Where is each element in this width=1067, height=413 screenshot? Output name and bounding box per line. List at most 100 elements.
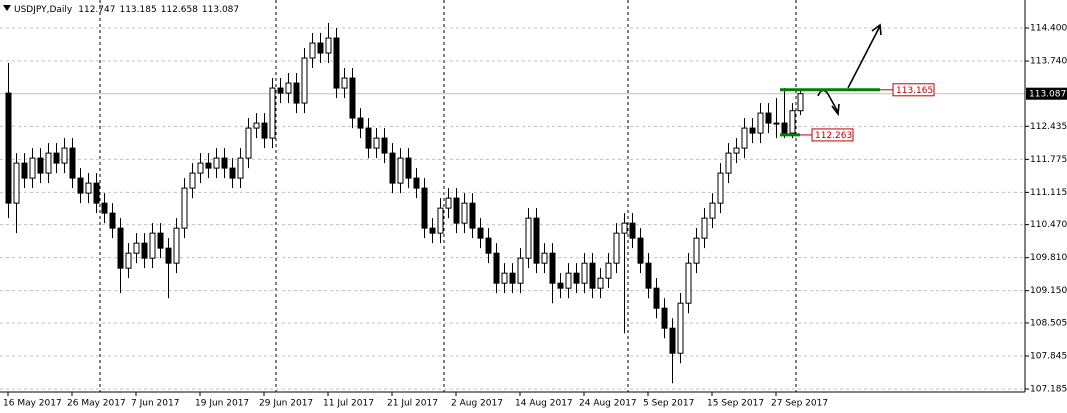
header-high: 113.185 <box>119 5 156 15</box>
candle-body <box>53 152 60 164</box>
candle-body <box>301 57 308 104</box>
candle-body <box>581 262 588 284</box>
candle-body <box>717 172 724 204</box>
x-tick-label: 26 May 2017 <box>67 399 126 409</box>
y-tick-label: 111.115 <box>1030 188 1067 198</box>
candle-body <box>725 152 732 174</box>
candle-body <box>477 227 484 239</box>
candle-body <box>277 87 284 94</box>
candle-body <box>781 122 788 134</box>
candle-body <box>765 112 772 124</box>
candle-body <box>533 217 540 264</box>
candle-body <box>677 302 684 354</box>
y-tick-label: 109.810 <box>1030 253 1067 263</box>
candle-body <box>669 327 676 354</box>
symbol: USDJPY,Daily <box>14 5 73 15</box>
x-tick-label: 15 Sep 2017 <box>707 399 764 409</box>
candle-body <box>229 167 236 179</box>
x-tick-label: 29 Jun 2017 <box>259 399 313 409</box>
price-label: 113.087 <box>1029 90 1066 100</box>
level-label: 113.165 <box>896 86 933 96</box>
candle-body <box>637 237 644 264</box>
candle-body <box>21 162 28 179</box>
candle-body <box>605 262 612 279</box>
candle-body <box>741 127 748 149</box>
arrow-head <box>831 103 840 117</box>
level-label: 112.263 <box>815 131 852 141</box>
candle-body <box>157 232 164 249</box>
candle-body <box>413 177 420 189</box>
x-tick-label: 7 Jun 2017 <box>131 399 179 409</box>
candle-body <box>365 127 372 149</box>
candle-body <box>373 137 380 149</box>
candle-body <box>589 262 596 289</box>
candle-body <box>501 272 508 284</box>
vertical-grid <box>99 0 797 392</box>
candle-body <box>421 187 428 229</box>
candle-body <box>13 162 20 204</box>
arrow-head <box>871 23 882 36</box>
candle-body <box>181 187 188 229</box>
candle-body <box>189 172 196 189</box>
candle-body <box>173 227 180 264</box>
candle-body <box>397 157 404 184</box>
candle-body <box>141 242 148 259</box>
candle-body <box>341 77 348 89</box>
candle-body <box>45 152 52 174</box>
candle-body <box>573 272 580 284</box>
y-tick-label: 111.775 <box>1030 155 1067 165</box>
chart-header: USDJPY,Daily 112.747 113.185 112.658 113.087 <box>14 5 239 15</box>
candle-body <box>125 252 132 269</box>
candle-body <box>557 282 564 289</box>
candle-body <box>429 227 436 234</box>
x-tick-label: 19 Jun 2017 <box>195 399 249 409</box>
candle-body <box>69 147 76 179</box>
candle-body <box>5 92 12 204</box>
candle-body <box>461 202 468 224</box>
candle-body <box>61 147 68 164</box>
candle-body <box>565 272 572 289</box>
y-tick-label: 114.400 <box>1030 24 1067 34</box>
candle-body <box>613 232 620 264</box>
candle-body <box>749 127 756 134</box>
y-tick-label: 108.505 <box>1030 318 1067 328</box>
candle-body <box>661 307 668 329</box>
header-close: 113.087 <box>202 5 239 15</box>
header-open: 112.747 <box>78 5 115 15</box>
candle-body <box>381 137 388 154</box>
candle-body <box>469 202 476 229</box>
candle-body <box>285 82 292 94</box>
candle-body <box>269 87 276 139</box>
candle-body <box>797 93 804 112</box>
candle-body <box>309 42 316 59</box>
candle-body <box>517 257 524 284</box>
x-tick-label: 11 Jul 2017 <box>323 399 374 409</box>
candle-body <box>101 202 108 214</box>
candle-body <box>789 110 796 134</box>
candle-body <box>213 157 220 169</box>
candle-body <box>757 112 764 134</box>
candle-body <box>493 252 500 284</box>
candle-body <box>37 157 44 174</box>
plot-layer <box>0 23 1025 390</box>
candle-body <box>77 177 84 194</box>
candle-body <box>733 147 740 154</box>
header-icon <box>3 5 11 11</box>
candle-body <box>549 252 556 284</box>
candle-body <box>325 37 332 54</box>
candle-body <box>221 157 228 169</box>
candle-body <box>349 77 356 119</box>
price-label-box <box>1026 87 1067 100</box>
candle-body <box>197 162 204 174</box>
y-tick-label: 107.185 <box>1030 384 1067 394</box>
candle-body <box>621 222 628 234</box>
y-tick-label: 110.470 <box>1030 220 1067 230</box>
candle-body <box>149 232 156 259</box>
x-tick-label: 5 Sep 2017 <box>643 399 694 409</box>
candle-body <box>245 127 252 159</box>
x-tick-label: 24 Aug 2017 <box>579 399 637 409</box>
candle-body <box>389 152 396 184</box>
candle-body <box>629 222 636 239</box>
